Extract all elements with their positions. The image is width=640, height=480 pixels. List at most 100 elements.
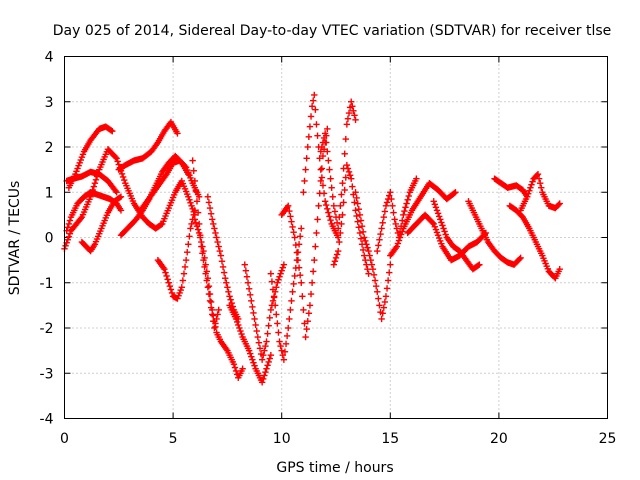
data-point [200,247,207,255]
data-point [441,228,448,235]
data-point [314,132,321,139]
data-point [195,229,203,237]
data-point [247,291,254,299]
data-point [248,297,255,305]
data-point [396,234,404,241]
data-point [194,209,202,216]
data-point [167,286,175,293]
data-point [241,261,248,268]
x-tick-label: 15 [381,431,399,447]
data-point [372,282,380,290]
data-point [113,155,120,162]
data-point [433,207,441,214]
data-point [368,261,376,268]
data-point [215,243,222,250]
x-tick-label: 0 [60,431,69,447]
data-point [350,107,357,114]
data-point [292,241,300,249]
data-point [237,327,244,335]
data-point [298,225,305,232]
data-point [434,210,442,217]
data-point [280,356,288,363]
data-point [207,298,215,306]
data-point [188,202,195,210]
data-point [359,228,367,236]
data-point [271,302,279,309]
data-point [320,134,328,142]
data-point [192,187,200,195]
data-point [224,284,231,291]
data-point [383,199,391,206]
data-point [442,231,449,238]
data-point [204,275,212,282]
data-point [192,219,200,226]
series-trace-3 [63,168,120,196]
data-point [362,256,369,264]
data-point [300,189,307,196]
data-point [304,143,311,151]
data-point [451,189,458,197]
data-point [265,322,272,329]
data-point [286,207,293,215]
data-point [391,216,398,223]
data-point [362,237,369,245]
data-point [404,196,411,203]
data-point [517,254,524,262]
data-point [325,157,332,164]
data-point [232,315,240,323]
data-point [262,342,269,350]
data-point [370,271,378,279]
data-point [364,244,371,251]
data-point [247,350,254,357]
data-point [317,177,324,185]
y-axis-label: SDTVAR / TECUs [7,181,23,296]
data-point [267,270,275,277]
data-point [274,320,281,327]
data-point [355,206,363,213]
data-point [263,365,270,372]
data-point [330,261,338,268]
data-point [345,168,353,176]
data-point [429,219,436,226]
data-point [191,177,199,185]
data-point [376,302,383,309]
data-point [351,112,358,119]
data-point [387,189,394,196]
data-point [236,324,243,332]
data-point [533,172,541,179]
data-point [536,180,544,187]
data-point [206,204,214,212]
data-point [243,273,251,280]
data-point [190,211,197,219]
data-point [516,255,523,263]
data-point [270,294,278,301]
data-point [295,264,303,271]
data-point [207,210,215,217]
data-point [181,163,189,170]
data-point [401,207,408,215]
data-point [332,254,340,262]
data-point [299,293,306,300]
data-point [118,170,126,178]
data-point [379,310,386,317]
data-point [306,123,314,130]
data-point [287,213,294,220]
series-trace-5 [78,193,125,255]
data-point [296,233,304,240]
data-point [206,297,214,305]
plot-frame [64,56,608,419]
series-trace-23 [387,180,459,259]
data-point [343,161,351,169]
data-point [113,189,120,196]
data-point [112,153,119,161]
data-point [324,205,331,213]
data-point [323,139,330,146]
data-point [227,296,234,303]
series-trace-14 [226,302,275,386]
data-point [194,226,202,233]
data-point [205,282,213,290]
data-point [349,183,356,190]
data-point [281,348,289,355]
data-point [218,258,226,265]
series-trace-10 [154,207,199,302]
